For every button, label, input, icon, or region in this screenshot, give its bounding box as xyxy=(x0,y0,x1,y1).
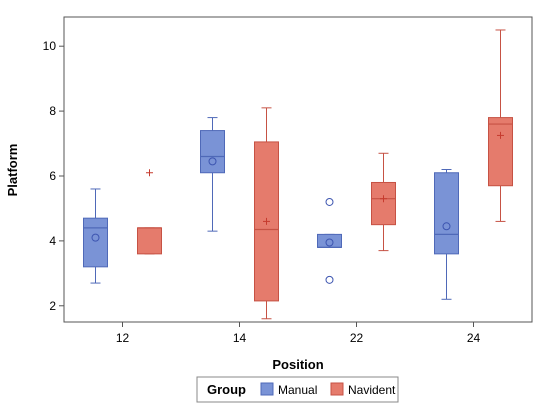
legend-swatch-manual xyxy=(260,382,274,396)
box-series-group xyxy=(83,29,513,320)
legend-title: Group xyxy=(207,382,246,397)
x-tick-label: 14 xyxy=(233,331,247,345)
box-body xyxy=(434,172,459,255)
outlier-point xyxy=(325,275,334,284)
mean-marker xyxy=(325,238,334,247)
legend-frame xyxy=(196,376,399,403)
x-tick-label: 12 xyxy=(116,331,130,345)
y-tick-label: 10 xyxy=(43,39,57,53)
x-tick-label: 24 xyxy=(467,331,481,345)
y-tick-label: 2 xyxy=(49,299,56,313)
series-manual-boxes xyxy=(83,117,459,300)
mean-marker xyxy=(208,157,217,166)
y-tick-label: 4 xyxy=(49,234,56,248)
legend: Group Manual Navident xyxy=(196,376,399,403)
outlier-point xyxy=(325,197,334,206)
y-tick-label: 6 xyxy=(49,169,56,183)
box-body xyxy=(83,217,108,268)
box-body xyxy=(254,141,279,302)
mean-marker xyxy=(442,222,451,231)
legend-label-navident: Navident xyxy=(348,383,396,397)
y-axis: 2 4 6 8 10 xyxy=(43,39,64,313)
plot-area-frame xyxy=(63,16,533,323)
series-navident-boxes xyxy=(137,29,513,320)
legend-swatch-navident xyxy=(330,382,344,396)
box-body xyxy=(488,117,513,187)
x-tick-label: 22 xyxy=(350,331,364,345)
legend-label-manual: Manual xyxy=(278,383,317,397)
x-axis-title: Position xyxy=(272,357,323,372)
box-body xyxy=(371,181,396,226)
y-tick-label: 8 xyxy=(49,104,56,118)
x-axis: 12 14 22 24 xyxy=(116,322,481,345)
mean-marker xyxy=(91,233,100,242)
y-axis-title: Platform xyxy=(5,144,20,197)
box-body xyxy=(317,233,342,248)
box-body xyxy=(137,227,162,255)
box-body xyxy=(200,130,225,174)
